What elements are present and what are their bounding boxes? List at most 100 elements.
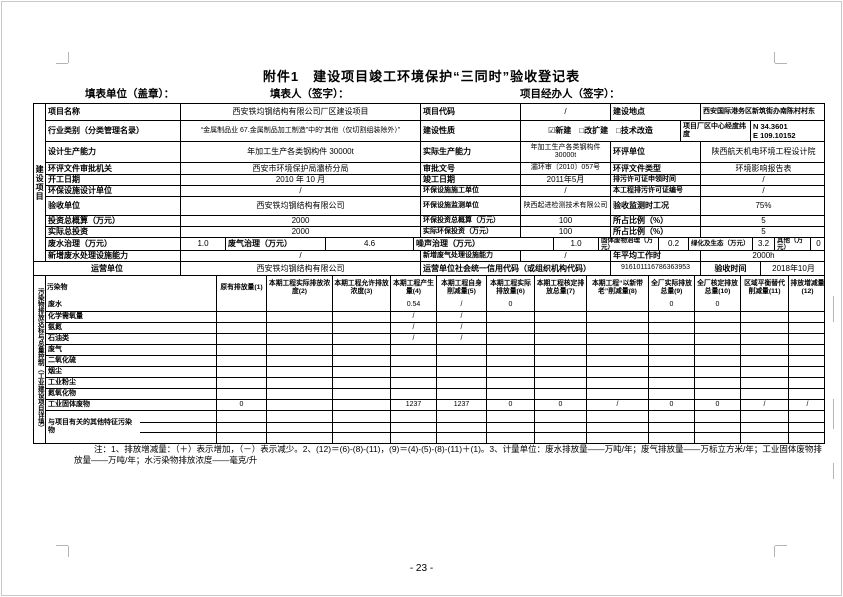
pollutant-value-cell bbox=[586, 356, 648, 366]
header-col3: 本期工程允许排放浓度(3) bbox=[332, 276, 390, 300]
row-capacity: 设计生产能力 年加工生产各类钢构件 30000t 实际生产能力 年加工生产各类钢… bbox=[46, 141, 824, 162]
pollutant-value-cell bbox=[436, 356, 486, 366]
other-pollutant-value-cell bbox=[436, 422, 486, 433]
value-completion-date: 2011年5月 bbox=[520, 175, 610, 185]
pollutant-value-cell bbox=[216, 323, 266, 333]
pollutant-value-cell: / bbox=[436, 300, 486, 311]
pollutant-value-cell bbox=[586, 367, 648, 377]
pollutant-value-cell bbox=[648, 389, 694, 399]
pollutant-value-cell bbox=[486, 356, 534, 366]
pollutant-value-cell bbox=[486, 312, 534, 322]
pollutant-value-cell bbox=[534, 389, 586, 399]
pollutant-row: 工业粉尘 bbox=[46, 377, 824, 388]
other-pollutant-value-cell bbox=[694, 411, 740, 422]
pollutant-row: 烟尘 bbox=[46, 366, 824, 377]
value-actual-total-investment: 2000 bbox=[180, 227, 420, 237]
value-project-name: 西安铁均钢结构有限公司厂区建设项目 bbox=[180, 104, 420, 120]
label-acceptance-time: 验收时间 bbox=[700, 262, 760, 275]
value-solidwaste-cost: 0.2 bbox=[658, 238, 688, 250]
header-col7: 本期工程核定排放总量(7) bbox=[534, 276, 586, 300]
label-ep-construction-unit: 环保设施施工单位 bbox=[420, 186, 520, 196]
other-pollutant-subcell bbox=[140, 411, 216, 422]
label-project-name: 项目名称 bbox=[48, 107, 80, 117]
other-pollutant-subcell bbox=[140, 423, 216, 433]
other-pollutant-value-cell bbox=[390, 422, 436, 433]
pollutant-value-cell bbox=[788, 323, 824, 333]
pollutant-name: 氮氧化物 bbox=[48, 389, 76, 397]
value-acceptance-unit: 西安铁均钢结构有限公司 bbox=[180, 197, 420, 215]
label-approval-authority: 环评文件审批机关 bbox=[48, 163, 112, 173]
pollutant-value-cell bbox=[216, 345, 266, 355]
value-ep-design-unit: / bbox=[180, 186, 420, 196]
value-ratio-1: 5 bbox=[700, 216, 824, 226]
registration-form-table: 建设项目 项目名称 西安铁均钢结构有限公司厂区建设项目 项目代码 / 建设地点 … bbox=[33, 103, 825, 444]
header-col10: 全厂核定排放总量(10) bbox=[694, 276, 740, 300]
other-pollutant-value-cell bbox=[216, 422, 266, 433]
row-approval: 环评文件审批机关 西安市环境保护局灞桥分局 审批文号 灞环审〔2010〕057号… bbox=[46, 162, 824, 174]
pollutant-value-cell bbox=[266, 300, 332, 311]
label-monitoring-unit: 环保设施监测单位 bbox=[420, 197, 520, 215]
label-permit-apply-time: 排污许可证申领时间 bbox=[610, 175, 700, 185]
pollutant-value-cell: / bbox=[436, 334, 486, 344]
pollutant-value-cell bbox=[694, 323, 740, 333]
pollutant-value-cell bbox=[534, 323, 586, 333]
other-pollutant-value-cell bbox=[694, 422, 740, 433]
other-pollutant-value-cell bbox=[486, 433, 534, 443]
value-project-code: / bbox=[520, 104, 610, 120]
pollutant-value-cell bbox=[436, 367, 486, 377]
margin-tick-3 bbox=[833, 463, 834, 479]
pollutant-value-cell bbox=[486, 345, 534, 355]
pollutant-value-cell bbox=[216, 356, 266, 366]
label-annual-hours: 年平均工作时 bbox=[610, 251, 700, 261]
pollutant-value-cell: 0 bbox=[694, 300, 740, 311]
header-col1: 原有排放量(1) bbox=[216, 276, 266, 300]
value-permit-no: / bbox=[700, 186, 824, 196]
other-pollutant-value-cell bbox=[390, 411, 436, 422]
pollutant-value-cell bbox=[648, 356, 694, 366]
pollutant-value-cell bbox=[586, 312, 648, 322]
pollutant-value-cell bbox=[694, 345, 740, 355]
value-annual-hours: 2000h bbox=[700, 251, 824, 261]
label-design-capacity: 设计生产能力 bbox=[48, 147, 96, 157]
label-other-cost: 其他（万元） bbox=[774, 238, 810, 250]
pollutant-value-cell bbox=[788, 300, 824, 311]
header-col12: 排放增减量(12) bbox=[788, 276, 824, 300]
label-eia-unit: 环评单位 bbox=[610, 142, 700, 162]
pollutant-value-cell bbox=[694, 312, 740, 322]
header-col5: 本期工程自身削减量(5) bbox=[436, 276, 486, 300]
label-completion-date: 竣工日期 bbox=[420, 175, 520, 185]
pollutant-row: 氨氮 / / bbox=[46, 322, 824, 333]
pollutant-value-cell bbox=[648, 323, 694, 333]
label-actual-ep-investment: 实际环保投资（万元） bbox=[420, 227, 520, 237]
margin-tick-1 bbox=[833, 296, 834, 322]
other-pollutant-value-cell bbox=[740, 422, 788, 433]
value-monitoring-unit: 陕西起进检测技术有限公司 bbox=[520, 197, 610, 215]
pollutant-value-cell bbox=[266, 312, 332, 322]
label-ep-budget: 环保投资总概算（万元） bbox=[420, 216, 520, 226]
section-pollutants: 污染物排放达标与总量控制（工业建设项目详填） 污染物 原有排放量(1) 本期工程… bbox=[34, 275, 824, 443]
label-greening-cost: 绿化及生态（万元） bbox=[688, 238, 752, 250]
other-pollutant-value-cell bbox=[216, 433, 266, 443]
fill-unit-label: 填表单位（盖章）： bbox=[85, 88, 175, 100]
row-budget: 投资总概算（万元） 2000 环保投资总概算（万元） 100 所占比例（%） 5 bbox=[46, 215, 824, 226]
pollutant-value-cell bbox=[534, 356, 586, 366]
other-pollutant-value-cell bbox=[648, 422, 694, 433]
pollutant-value-cell: / bbox=[390, 312, 436, 322]
pollutant-value-cell bbox=[648, 367, 694, 377]
page-title: 附件1 建设项目竣工环境保护“三同时”验收登记表 bbox=[262, 69, 581, 84]
pollutant-value-cell bbox=[694, 389, 740, 399]
pollutant-value-cell bbox=[332, 400, 390, 410]
label-site: 建设地点 bbox=[610, 104, 700, 120]
other-pollutant-value-cell bbox=[216, 411, 266, 422]
pollutant-name: 废气 bbox=[48, 345, 62, 353]
header-col11: 区域平衡替代削减量(11) bbox=[740, 276, 788, 300]
other-pollutant-value-cell bbox=[586, 422, 648, 433]
pollutant-value-cell bbox=[740, 300, 788, 311]
section2-side-label: 污染物排放达标与总量控制（工业建设项目详填） bbox=[34, 276, 46, 443]
pollutant-value-cell: 0 bbox=[694, 400, 740, 410]
row-design-units: 环保设施设计单位 / 环保设施施工单位 / 本工程排污许可证编号 / bbox=[46, 185, 824, 196]
crop-mark-bottom-left-v bbox=[68, 546, 69, 557]
row-acceptance-unit: 验收单位 西安铁均钢结构有限公司 环保设施监测单位 陕西起进检测技术有限公司 验… bbox=[46, 196, 824, 215]
pollutant-value-cell: / bbox=[436, 323, 486, 333]
pollutant-value-cell: 0.54 bbox=[390, 300, 436, 311]
